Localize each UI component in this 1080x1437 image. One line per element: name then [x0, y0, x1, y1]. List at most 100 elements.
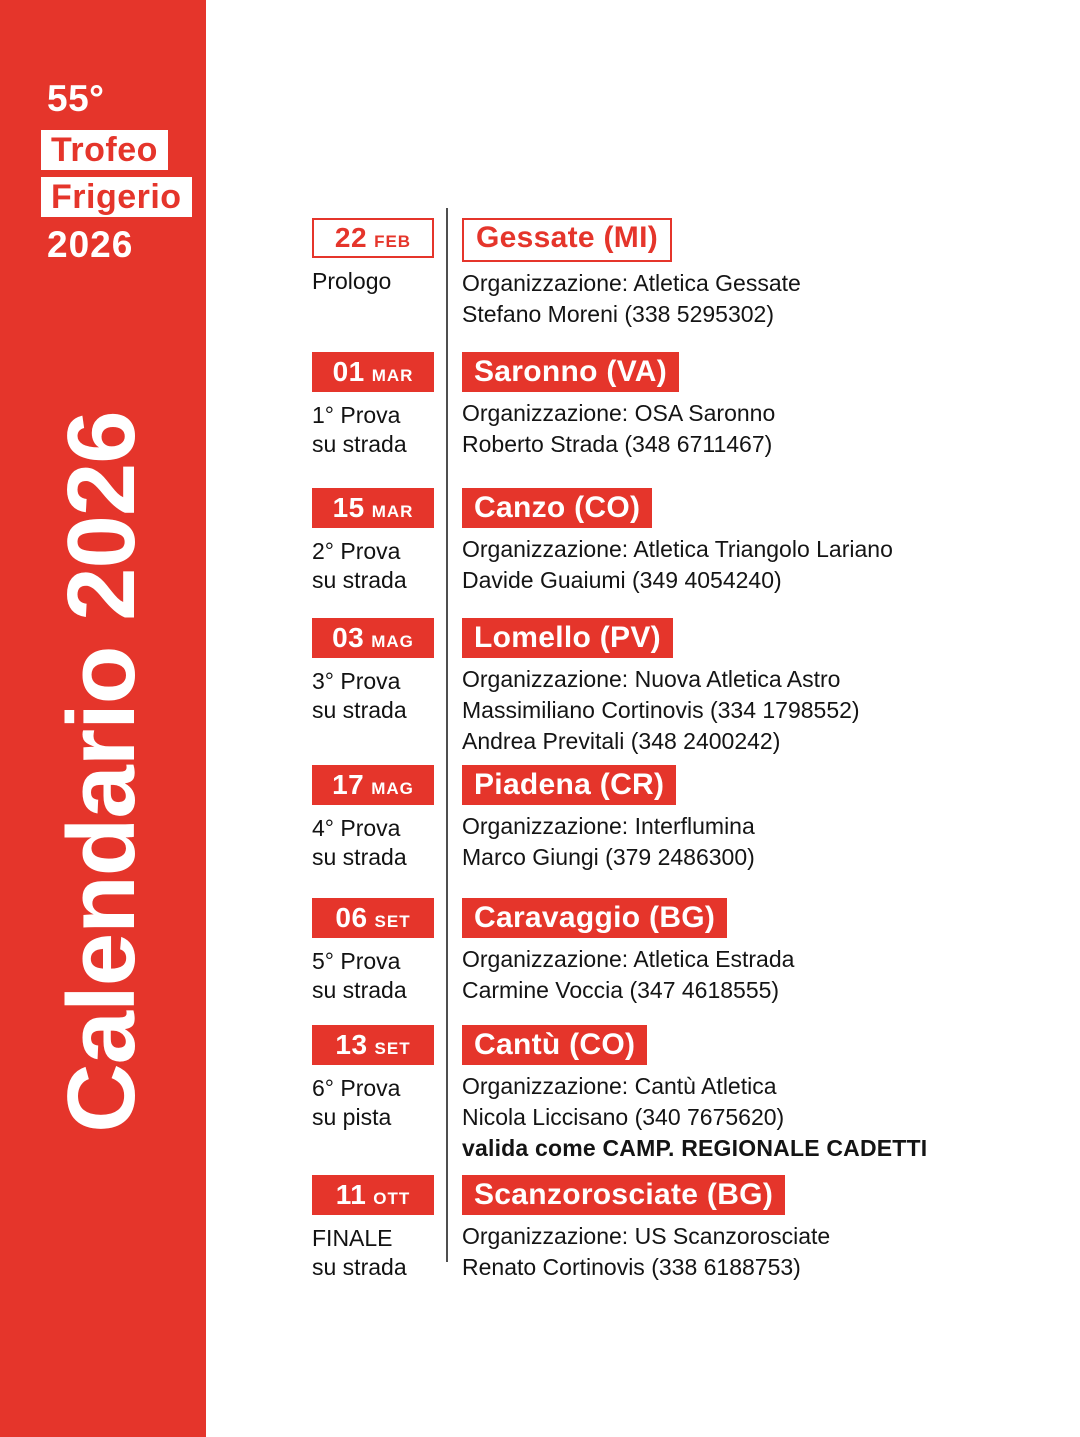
- event-details: Organizzazione: Atletica Estrada Carmine…: [462, 944, 794, 1006]
- event-row: 15 MAR 2° Prova su strada Canzo (CO) Orga…: [312, 488, 893, 596]
- stage-label: 1° Prova su strada: [312, 401, 462, 459]
- stage-line: 3° Prova: [312, 668, 401, 694]
- stage-line: 4° Prova: [312, 815, 401, 841]
- trophy-edition: 55°: [47, 78, 105, 119]
- date-day: 13: [335, 1029, 368, 1060]
- event-date-badge: 01 MAR: [312, 352, 434, 392]
- date-month: SET: [374, 912, 411, 931]
- trophy-logo: 55° Trofeo Frigerio 2026: [41, 78, 192, 266]
- event-location-badge: Caravaggio (BG): [462, 898, 728, 938]
- contact-line: Roberto Strada (348 6711467): [462, 431, 773, 457]
- date-day: 17: [332, 769, 365, 800]
- stage-label: 3° Prova su strada: [312, 667, 462, 725]
- event-row: 01 MAR 1° Prova su strada Saronno (VA) Or…: [312, 352, 775, 460]
- contact-line: Marco Giungi (379 2486300): [462, 844, 755, 870]
- stage-label: Prologo: [312, 267, 462, 296]
- stage-line: su strada: [312, 431, 407, 457]
- stage-line: su pista: [312, 1104, 392, 1130]
- stage-line: su strada: [312, 1254, 407, 1280]
- event-details: Organizzazione: Interflumina Marco Giung…: [462, 811, 755, 873]
- event-date-badge: 11 OTT: [312, 1175, 434, 1215]
- event-row: 13 SET 6° Prova su pista Cantù (CO) Organ…: [312, 1025, 927, 1164]
- contact-line: Andrea Previtali (348 2400242): [462, 728, 781, 754]
- sidebar: 55° Trofeo Frigerio 2026 Calendario 2026: [0, 0, 206, 1437]
- event-date-badge: 13 SET: [312, 1025, 434, 1065]
- event-date-column: 13 SET 6° Prova su pista: [312, 1025, 462, 1164]
- date-day: 11: [335, 1179, 367, 1210]
- stage-line: su strada: [312, 844, 407, 870]
- event-date-column: 22 FEB Prologo: [312, 218, 462, 330]
- organization-line: Organizzazione: Atletica Triangolo Laria…: [462, 536, 893, 562]
- organization-line: Organizzazione: Cantù Atletica: [462, 1073, 777, 1099]
- event-location-badge: Lomello (PV): [462, 618, 673, 658]
- organization-line: Organizzazione: Nuova Atletica Astro: [462, 666, 841, 692]
- event-info-column: Caravaggio (BG) Organizzazione: Atletica…: [462, 898, 794, 1006]
- event-info-column: Canzo (CO) Organizzazione: Atletica Tria…: [462, 488, 893, 596]
- trophy-name-line2: Frigerio: [41, 177, 192, 217]
- event-row: 11 OTT FINALE su strada Scanzorosciate (B…: [312, 1175, 830, 1283]
- event-date-badge: 15 MAR: [312, 488, 434, 528]
- contact-line: Renato Cortinovis (338 6188753): [462, 1254, 801, 1280]
- organization-line: Organizzazione: US Scanzorosciate: [462, 1223, 831, 1249]
- event-row: 03 MAG 3° Prova su strada Lomello (PV) Or…: [312, 618, 860, 757]
- contact-line: Davide Guaiumi (349 4054240): [462, 567, 782, 593]
- event-details: Organizzazione: OSA Saronno Roberto Stra…: [462, 398, 775, 460]
- event-info-column: Saronno (VA) Organizzazione: OSA Saronno…: [462, 352, 775, 460]
- stage-line: 6° Prova: [312, 1075, 401, 1101]
- date-month: FEB: [374, 232, 412, 251]
- stage-line: su strada: [312, 567, 407, 593]
- stage-line: 5° Prova: [312, 948, 401, 974]
- event-info-column: Scanzorosciate (BG) Organizzazione: US S…: [462, 1175, 830, 1283]
- stage-label: FINALE su strada: [312, 1224, 462, 1282]
- event-date-column: 01 MAR 1° Prova su strada: [312, 352, 462, 460]
- organization-line: Organizzazione: OSA Saronno: [462, 400, 776, 426]
- event-details: Organizzazione: US Scanzorosciate Renato…: [462, 1221, 830, 1283]
- stage-label: 6° Prova su pista: [312, 1074, 462, 1132]
- event-date-column: 11 OTT FINALE su strada: [312, 1175, 462, 1283]
- organization-line: Organizzazione: Atletica Gessate: [462, 270, 801, 296]
- event-location-badge: Scanzorosciate (BG): [462, 1175, 786, 1215]
- championship-note: valida come CAMP. REGIONALE CADETTI: [462, 1135, 928, 1161]
- organization-line: Organizzazione: Interflumina: [462, 813, 755, 839]
- event-location-badge: Gessate (MI): [462, 218, 672, 262]
- event-info-column: Piadena (CR) Organizzazione: Interflumin…: [462, 765, 755, 873]
- event-date-badge: 06 SET: [312, 898, 434, 938]
- event-location-badge: Cantù (CO): [462, 1025, 648, 1065]
- contact-line: Stefano Moreni (338 5295302): [462, 301, 774, 327]
- event-row: 06 SET 5° Prova su strada Caravaggio (BG)…: [312, 898, 794, 1006]
- event-row: 22 FEB Prologo Gessate (MI) Organizzazion…: [312, 218, 801, 330]
- trophy-year: 2026: [47, 224, 134, 265]
- stage-label: 4° Prova su strada: [312, 814, 462, 872]
- event-details: Organizzazione: Nuova Atletica Astro Mas…: [462, 664, 860, 757]
- date-month: MAR: [371, 366, 414, 385]
- event-info-column: Gessate (MI) Organizzazione: Atletica Ge…: [462, 218, 801, 330]
- vertical-calendar-title: Calendario 2026: [48, 411, 155, 1133]
- contact-line: Massimiliano Cortinovis (334 1798552): [462, 697, 860, 723]
- stage-line: 2° Prova: [312, 538, 401, 564]
- contact-line: Nicola Liccisano (340 7675620): [462, 1104, 785, 1130]
- event-details: Organizzazione: Atletica Triangolo Laria…: [462, 534, 893, 596]
- event-date-badge: 17 MAG: [312, 765, 434, 805]
- date-month: OTT: [373, 1189, 411, 1208]
- date-day: 15: [332, 492, 365, 523]
- event-location-badge: Canzo (CO): [462, 488, 653, 528]
- event-details: Organizzazione: Atletica Gessate Stefano…: [462, 268, 801, 330]
- stage-line: 1° Prova: [312, 402, 401, 428]
- date-day: 06: [335, 902, 368, 933]
- column-divider: [446, 208, 448, 1262]
- event-location-badge: Piadena (CR): [462, 765, 677, 805]
- stage-line: su strada: [312, 977, 407, 1003]
- date-month: MAG: [371, 632, 414, 651]
- date-month: SET: [374, 1039, 411, 1058]
- stage-line: Prologo: [312, 268, 392, 294]
- organization-line: Organizzazione: Atletica Estrada: [462, 946, 795, 972]
- event-row: 17 MAG 4° Prova su strada Piadena (CR) Or…: [312, 765, 755, 873]
- date-day: 01: [332, 356, 365, 387]
- stage-line: su strada: [312, 697, 407, 723]
- contact-line: Carmine Voccia (347 4618555): [462, 977, 780, 1003]
- date-month: MAR: [371, 502, 414, 521]
- event-date-badge: 03 MAG: [312, 618, 434, 658]
- event-date-column: 15 MAR 2° Prova su strada: [312, 488, 462, 596]
- event-date-column: 17 MAG 4° Prova su strada: [312, 765, 462, 873]
